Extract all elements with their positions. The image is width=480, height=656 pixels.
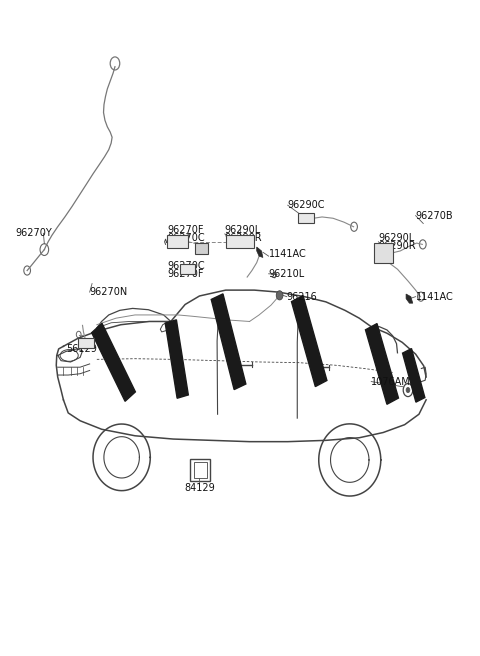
Text: 96290C: 96290C (288, 200, 325, 210)
Text: 96270Y: 96270Y (16, 228, 52, 238)
Text: 96270C: 96270C (168, 233, 205, 243)
FancyBboxPatch shape (298, 213, 314, 223)
Text: 96290L: 96290L (225, 225, 261, 235)
Text: 96216: 96216 (287, 292, 317, 302)
Polygon shape (92, 323, 135, 401)
Polygon shape (365, 323, 398, 404)
Text: 1076AM: 1076AM (371, 377, 411, 386)
Text: 1141AC: 1141AC (416, 292, 454, 302)
Polygon shape (165, 320, 188, 398)
Text: 96290L: 96290L (378, 233, 415, 243)
FancyBboxPatch shape (78, 338, 95, 348)
FancyBboxPatch shape (180, 264, 195, 274)
Text: 96290R: 96290R (378, 241, 416, 251)
FancyBboxPatch shape (191, 459, 210, 481)
Circle shape (276, 291, 283, 300)
FancyBboxPatch shape (373, 243, 393, 262)
FancyBboxPatch shape (227, 236, 253, 249)
Circle shape (406, 388, 410, 393)
Polygon shape (403, 348, 425, 402)
FancyBboxPatch shape (194, 462, 207, 478)
FancyBboxPatch shape (195, 243, 208, 253)
Text: 96270N: 96270N (90, 287, 128, 297)
FancyBboxPatch shape (168, 236, 189, 249)
Polygon shape (406, 294, 413, 303)
Text: 1141AC: 1141AC (269, 249, 306, 259)
Polygon shape (211, 294, 246, 390)
Text: 56129: 56129 (66, 344, 96, 354)
Text: 96270F: 96270F (168, 269, 204, 279)
Text: 96270B: 96270B (416, 211, 453, 220)
Text: 96210L: 96210L (269, 269, 305, 279)
Polygon shape (291, 296, 327, 386)
Text: 84129: 84129 (184, 483, 215, 493)
Text: 96270C: 96270C (168, 261, 205, 271)
Text: 96290R: 96290R (225, 233, 263, 243)
Polygon shape (257, 247, 263, 257)
Text: 96270F: 96270F (168, 225, 204, 235)
